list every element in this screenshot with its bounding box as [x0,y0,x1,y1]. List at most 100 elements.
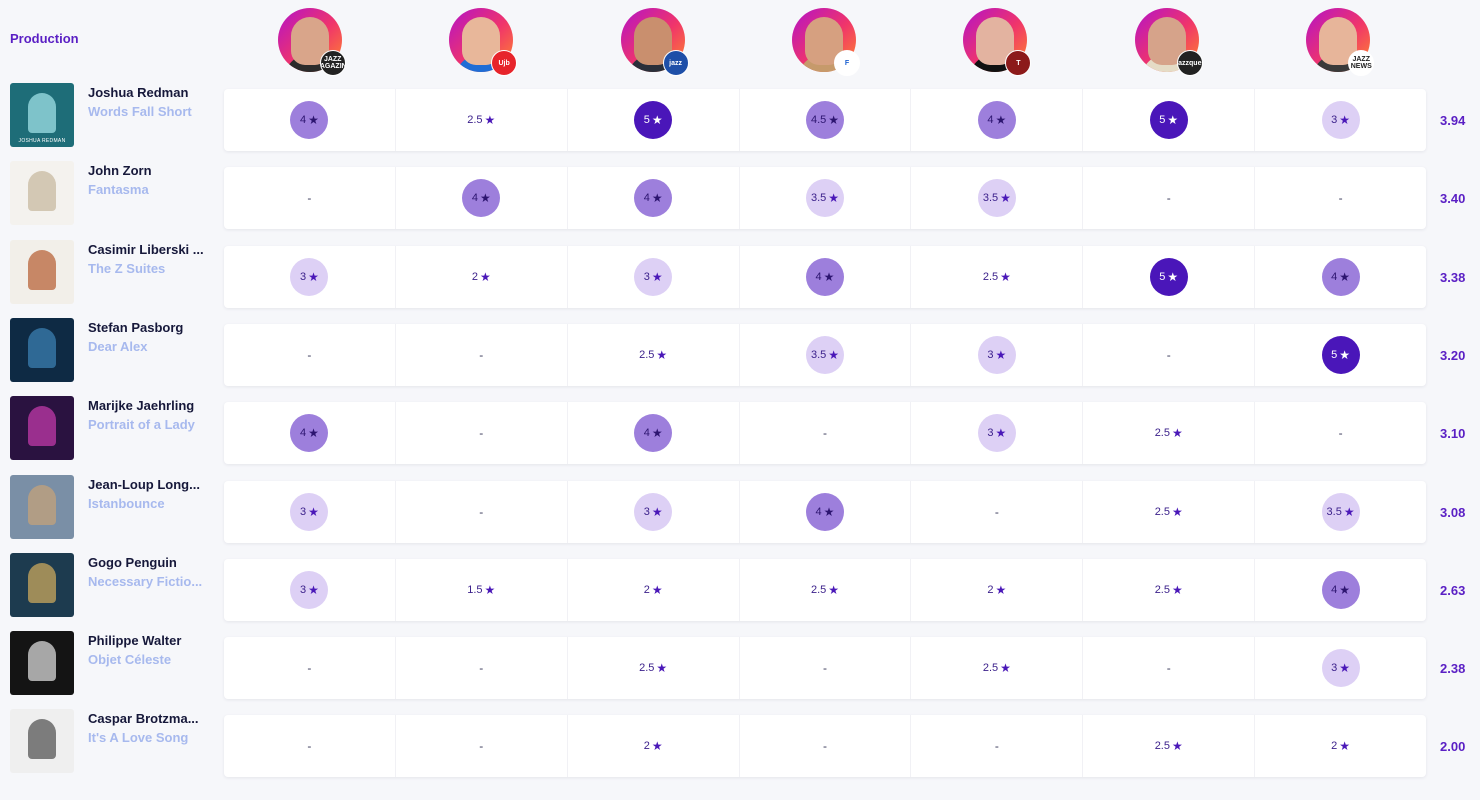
rating-badge[interactable]: 5 ★ [1149,101,1188,139]
rating-badge[interactable]: 3.5 ★ [977,179,1016,218]
album-title[interactable]: Istanbounce [88,495,165,511]
artist-name[interactable]: Marijke Jaehrling [88,398,195,414]
rating-badge[interactable]: 2.5 ★ [467,113,495,127]
table-row[interactable]: Stefan Pasborg Dear Alex - -2.5 ★ 3.5 ★ 3 ★ -5 ★ 3.… [0,317,1480,386]
artist-name[interactable]: Gogo Penguin [88,554,177,570]
critic-avatar[interactable]: JAZZ NEWS [1306,8,1375,76]
album-title[interactable]: Fantasma [88,182,149,198]
rating-badge[interactable]: 3.5 ★ [1321,492,1360,531]
rating-badge[interactable]: 3 ★ [290,492,329,531]
album-cover[interactable] [10,396,74,461]
rating-badge[interactable]: 4 ★ [1321,257,1360,296]
star-icon: ★ [308,426,319,441]
table-row[interactable]: Jean-Loup Long... Istanbounce 3 ★ -3 ★ 4 ★ -2.5 ★… [0,474,1480,543]
table-row[interactable]: Caspar Brotzma... It's A Love Song - -2 ★ - -2… [0,708,1480,778]
table-row[interactable]: Philippe Walter Objet Céleste - -2.5 ★ -2.5 ★ -… [0,630,1480,700]
critic-avatar[interactable]: T [963,8,1032,76]
rating-badge[interactable]: 4.5 ★ [806,101,844,139]
rating-badge[interactable]: 2 ★ [472,270,491,284]
critic-avatar[interactable]: Jazzques [1134,8,1203,76]
album-cover[interactable] [10,239,74,304]
rating-badge[interactable]: 4 ★ [634,179,673,218]
rating-badge[interactable]: 2 ★ [644,739,663,753]
star-icon: ★ [651,191,663,206]
artist-name[interactable]: Caspar Brotzma... [88,711,199,727]
rating-badge[interactable]: 3.5 ★ [806,335,844,374]
rating-badge[interactable]: 3 ★ [977,335,1016,374]
rating-cell: 2.5 ★ [740,558,912,621]
rating-badge[interactable]: 2 ★ [644,583,663,597]
rating-badge[interactable]: 4 ★ [977,101,1016,139]
critic-avatar[interactable]: Ujb [449,8,518,76]
album-title[interactable]: Dear Alex [88,338,148,354]
table-row[interactable]: JOSHUA REDMAN Joshua Redman Words Fall Sho… [0,82,1480,151]
artist-name[interactable]: John Zorn [88,163,152,179]
rating-value: 5 [1159,114,1166,126]
rating-badge[interactable]: 2.5 ★ [1155,739,1183,753]
rating-badge[interactable]: 5 ★ [1321,335,1360,374]
cover-artwork [28,249,56,290]
album-cover[interactable] [10,161,74,226]
no-rating: - [307,739,312,754]
rating-badge[interactable]: 3 ★ [290,257,329,296]
star-icon: ★ [1339,582,1351,597]
rating-badge[interactable]: 2.5 ★ [811,583,839,597]
rating-badge[interactable]: 2 ★ [987,583,1006,597]
album-cover[interactable]: JOSHUA REDMAN [10,83,74,147]
rating-badge[interactable]: 4 ★ [290,414,329,453]
rating-badge[interactable]: 4 ★ [806,257,844,296]
rating-badge[interactable]: 3.5 ★ [806,179,844,218]
rating-value: 2 [643,740,650,753]
rating-badge[interactable]: 1.5 ★ [467,583,495,597]
rating-badge[interactable]: 2.5 ★ [1155,426,1183,440]
album-title[interactable]: The Z Suites [88,260,166,276]
rating-badge[interactable]: 4 ★ [290,101,329,139]
no-rating: - [1166,661,1171,676]
album-cover[interactable] [10,317,74,382]
table-row[interactable]: John Zorn Fantasma -4 ★ 4 ★ 3.5 ★ 3.5 ★ - -3.40 [0,160,1480,230]
rating-cell: 1.5 ★ [396,558,568,621]
rating-badge[interactable]: 3 ★ [634,492,673,531]
rating-cell: 2 ★ [568,558,740,621]
rating-badge[interactable]: 2 ★ [1331,739,1350,753]
rating-badge[interactable]: 2.5 ★ [983,661,1011,675]
rating-badge[interactable]: 3 ★ [634,257,673,296]
rating-badge[interactable]: 3 ★ [977,414,1016,453]
album-title[interactable]: Objet Céleste [88,652,172,668]
rating-badge[interactable]: 3 ★ [1321,649,1360,688]
rating-badge[interactable]: 4 ★ [1321,570,1360,609]
rating-badge[interactable]: 4 ★ [806,492,844,531]
album-cover[interactable] [10,631,74,696]
artist-name[interactable]: Joshua Redman [88,85,189,100]
album-cover[interactable] [10,474,74,539]
rating-badge[interactable]: 2.5 ★ [1155,505,1183,519]
album-title[interactable]: Necessary Fictio... [88,573,203,589]
rating-badge[interactable]: 5 ★ [1149,257,1188,296]
artist-name[interactable]: Jean-Loup Long... [88,476,200,492]
album-title[interactable]: Words Fall Short [88,104,192,119]
critic-avatar[interactable]: jazz [620,8,689,76]
table-row[interactable]: Casimir Liberski ... The Z Suites 3 ★ 2 ★ 3 ★ 4 ★… [0,239,1480,308]
rating-badge[interactable]: 3 ★ [1321,101,1360,139]
table-row[interactable]: Gogo Penguin Necessary Fictio... 3 ★ 1.5 ★ 2 ★ 2… [0,552,1480,621]
artist-name[interactable]: Stefan Pasborg [88,319,184,335]
rating-cell: 2.5 ★ [911,637,1084,700]
critic-column: Ujb [396,8,567,80]
album-cover[interactable] [10,552,74,617]
critic-avatar[interactable]: JAZZMAGAZINE [277,8,346,76]
artist-name[interactable]: Philippe Walter [88,633,182,649]
rating-badge[interactable]: 5 ★ [634,101,673,139]
table-row[interactable]: Marijke Jaehrling Portrait of a Lady 4 ★ -4 ★… [0,395,1480,465]
rating-badge[interactable]: 4 ★ [634,414,673,453]
rating-badge[interactable]: 3 ★ [290,570,329,609]
rating-badge[interactable]: 2.5 ★ [639,348,667,362]
rating-badge[interactable]: 2.5 ★ [639,661,667,675]
album-title[interactable]: Portrait of a Lady [88,417,195,433]
rating-badge[interactable]: 2.5 ★ [983,270,1011,284]
album-cover[interactable] [10,709,74,774]
artist-name[interactable]: Casimir Liberski ... [88,241,204,257]
rating-badge[interactable]: 4 ★ [462,179,501,218]
album-title[interactable]: It's A Love Song [88,730,189,746]
critic-avatar[interactable]: F [791,8,860,76]
rating-badge[interactable]: 2.5 ★ [1155,583,1183,597]
